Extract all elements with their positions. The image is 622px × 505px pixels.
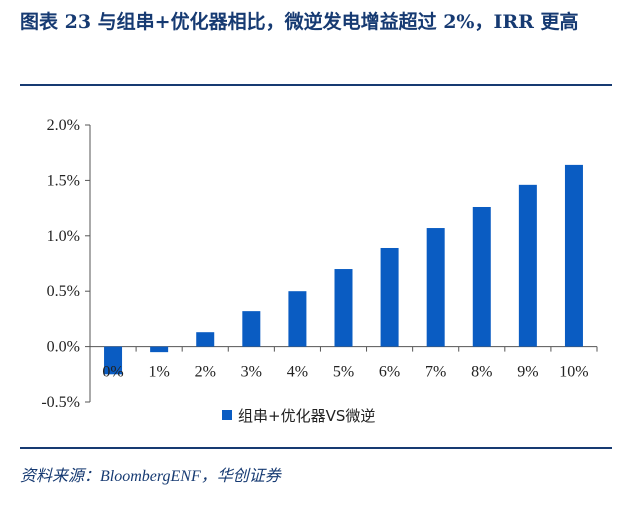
bar — [472, 206, 491, 347]
x-tick-label: 2% — [195, 364, 216, 381]
legend-swatch — [222, 410, 232, 420]
x-tick-label: 8% — [471, 364, 492, 381]
x-tick-label: 4% — [287, 364, 308, 381]
bar — [564, 164, 583, 347]
bar — [334, 269, 353, 347]
bar — [518, 184, 537, 347]
y-tick-label: 1.0% — [47, 228, 80, 245]
bar — [196, 332, 215, 347]
caption-rule — [20, 84, 612, 86]
x-tick-label: 3% — [241, 364, 262, 381]
figure-caption: 图表 23 与组串+优化器相比，微逆发电增益超过 2%，IRR 更高 — [20, 11, 579, 33]
bar — [380, 247, 399, 347]
bar — [242, 311, 261, 347]
x-tick-label: 9% — [517, 364, 538, 381]
y-tick-label: 0.0% — [47, 339, 80, 356]
y-tick-label: 1.5% — [47, 172, 80, 189]
bar — [288, 291, 307, 347]
y-tick-label: 0.5% — [47, 283, 80, 300]
bar — [150, 346, 169, 353]
y-tick-label: 2.0% — [47, 117, 80, 134]
x-tick-label: 1% — [148, 364, 169, 381]
x-tick-label: 7% — [425, 364, 446, 381]
legend-label: 组串+优化器VS微逆 — [238, 407, 375, 425]
bar — [426, 228, 445, 347]
y-tick-label: -0.5% — [41, 394, 80, 411]
source-rule — [20, 447, 612, 449]
bar — [104, 346, 123, 375]
source-note: 资料来源：BloombergENF，华创证券 — [20, 468, 281, 485]
x-tick-label: 10% — [559, 364, 588, 381]
x-tick-label: 0% — [102, 364, 123, 381]
x-tick-label: 6% — [379, 364, 400, 381]
x-tick-label: 5% — [333, 364, 354, 381]
